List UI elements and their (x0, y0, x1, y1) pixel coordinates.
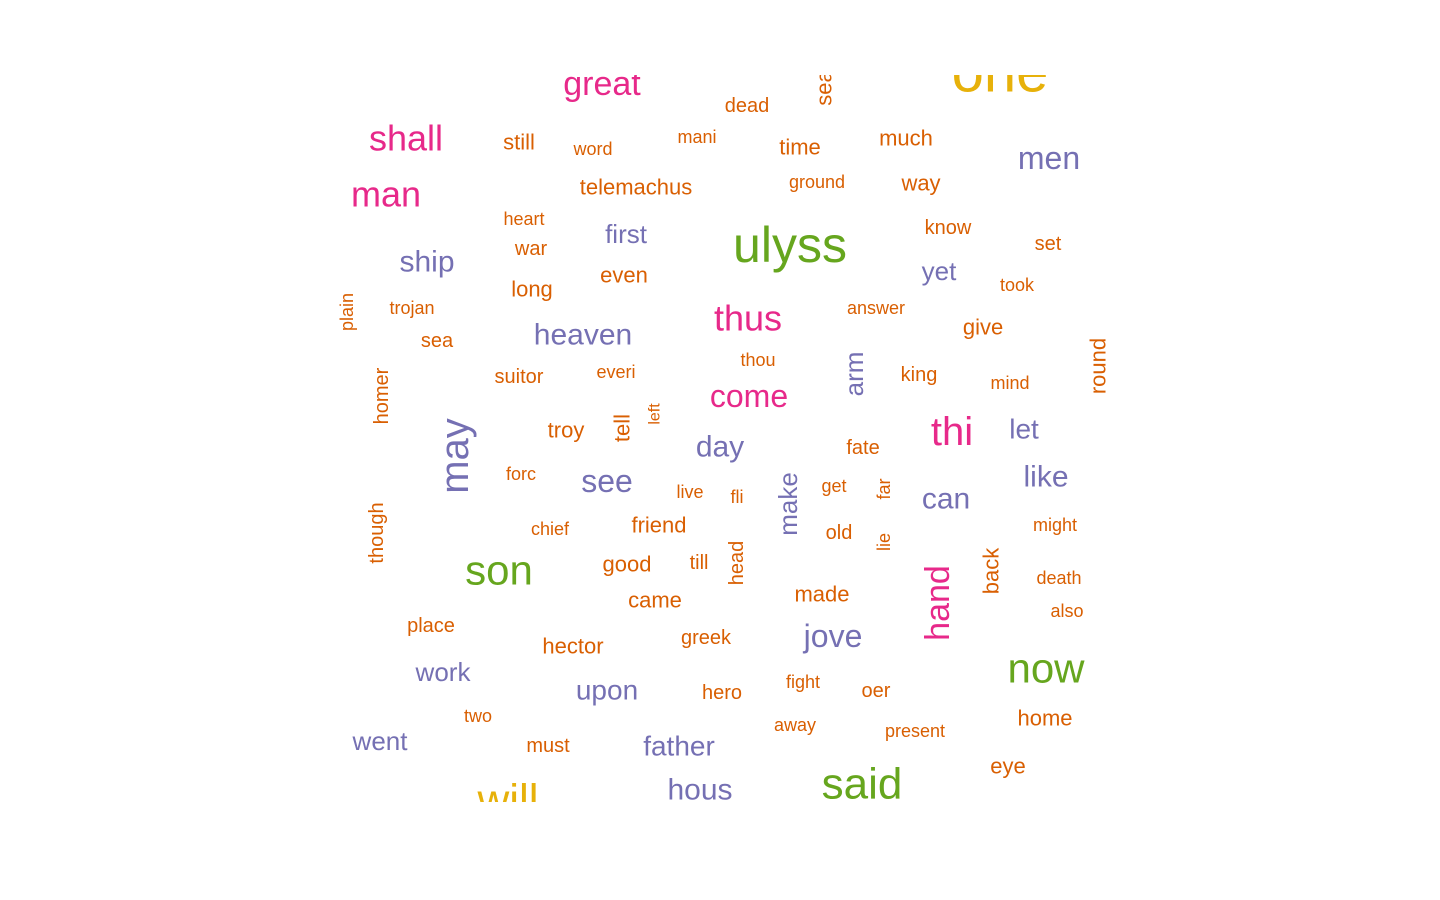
word-group: one will great shall man thus come thi hand ulyss… (337, 40, 1111, 825)
word-hector: hector (542, 634, 603, 659)
word-war: war (514, 238, 548, 260)
word-come: come (710, 378, 788, 414)
word-make: make (773, 472, 803, 536)
word-word: word (572, 139, 612, 159)
word-death: death (1036, 568, 1081, 588)
word-king: king (901, 364, 938, 386)
word-may: may (433, 418, 477, 494)
word-will: will (476, 776, 538, 825)
word-home: home (1017, 706, 1072, 731)
word-hero: hero (702, 682, 742, 704)
word-can: can (922, 483, 970, 516)
word-son: son (465, 547, 533, 594)
word-upon: upon (576, 675, 638, 706)
word-get: get (821, 476, 846, 496)
word-suitor: suitor (495, 366, 544, 388)
word-round: round (1086, 338, 1111, 394)
word-know: know (925, 217, 972, 239)
word-great: great (563, 65, 641, 103)
word-let: let (1009, 414, 1039, 445)
word-answer: answer (847, 298, 905, 318)
word-hous: hous (667, 774, 732, 807)
word-thus: thus (714, 298, 782, 339)
word-friend: friend (631, 513, 686, 538)
word-ground: ground (789, 172, 845, 192)
word-shall: shall (369, 118, 443, 159)
word-ulyss: ulyss (733, 217, 847, 273)
word-away: away (774, 715, 816, 735)
word-back: back (979, 547, 1004, 594)
word-fli: fli (731, 487, 744, 507)
word-might: might (1033, 515, 1077, 535)
word-hand: hand (919, 565, 957, 641)
word-till: till (690, 552, 709, 574)
word-heaven: heaven (534, 319, 632, 352)
word-good: good (603, 552, 652, 577)
word-place: place (407, 615, 455, 637)
word-live: live (676, 482, 703, 502)
word-everi: everi (596, 362, 635, 382)
word-day: day (696, 431, 744, 464)
word-mani: mani (677, 127, 716, 147)
word-telemachus: telemachus (580, 175, 693, 200)
word-father: father (643, 731, 715, 762)
word-tell: tell (610, 414, 635, 442)
word-like: like (1023, 461, 1068, 494)
word-must: must (526, 735, 570, 757)
word-even: even (600, 263, 648, 288)
word-oer: oer (862, 680, 891, 702)
word-time: time (779, 135, 821, 160)
word-jove: jove (803, 618, 863, 654)
word-took: took (1000, 275, 1035, 295)
word-heart: heart (503, 209, 544, 229)
word-chief: chief (531, 519, 570, 539)
word-man: man (351, 174, 421, 215)
word-work: work (415, 657, 472, 687)
word-present: present (885, 721, 945, 741)
word-old: old (826, 522, 853, 544)
word-lie: lie (874, 533, 894, 551)
word-first: first (605, 219, 648, 249)
word-fight: fight (786, 672, 820, 692)
word-eye: eye (990, 754, 1025, 779)
word-sea: sea (421, 330, 454, 352)
word-though: though (366, 502, 388, 563)
word-thou: thou (740, 350, 775, 370)
word-went: went (352, 726, 409, 756)
word-arm: arm (839, 352, 869, 397)
word-sea: sea (812, 70, 837, 106)
word-two: two (464, 706, 492, 726)
word-men: men (1018, 140, 1080, 176)
word-much: much (879, 126, 933, 151)
word-way: way (900, 171, 940, 196)
word-now: now (1007, 645, 1085, 692)
word-plain: plain (337, 293, 357, 331)
word-give: give (963, 315, 1003, 340)
word-troy: troy (548, 418, 585, 443)
word-head: head (726, 541, 748, 586)
word-trojan: trojan (389, 298, 434, 318)
word-homer: homer (371, 367, 393, 424)
word-greek: greek (681, 627, 732, 649)
word-thi: thi (931, 410, 973, 454)
word-yet: yet (922, 256, 957, 286)
word-one: one (952, 40, 1049, 105)
word-forc: forc (506, 464, 536, 484)
word-ship: ship (399, 246, 454, 279)
word-still: still (503, 130, 535, 155)
word-also: also (1050, 601, 1083, 621)
word-dead: dead (725, 95, 770, 117)
word-far: far (874, 478, 894, 499)
word-fate: fate (846, 437, 879, 459)
word-made: made (794, 582, 849, 607)
word-long: long (511, 277, 553, 302)
word-see: see (581, 463, 633, 499)
word-said: said (822, 760, 903, 809)
word-left: left (647, 403, 664, 425)
word-set: set (1035, 233, 1062, 255)
word-came: came (628, 588, 682, 613)
word-mind: mind (990, 373, 1029, 393)
